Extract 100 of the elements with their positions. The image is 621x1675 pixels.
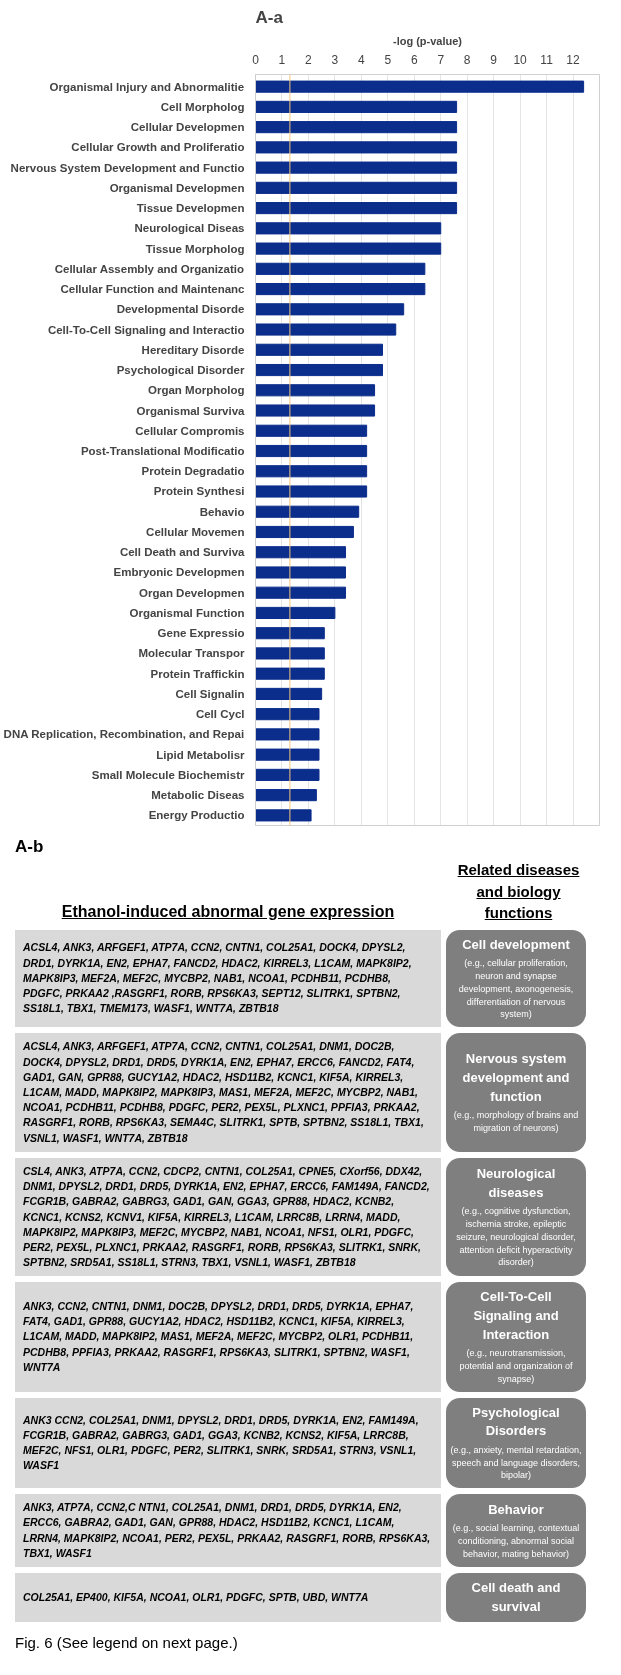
bar (255, 303, 405, 316)
y-tick-label: Lipid Metabolisr (156, 748, 246, 761)
bar (255, 343, 384, 356)
caption: Fig. 6 (See legend on next page.) (15, 1633, 239, 1654)
y-tick-label: Cellular Function and Maintenanc (60, 283, 246, 296)
bar (255, 121, 458, 134)
x-tick-label: 10 (513, 52, 528, 67)
bar (255, 606, 336, 620)
y-tick-label: Small Molecule Biochemistr (91, 768, 246, 781)
chart-title: A-a (255, 7, 284, 27)
text: CSL4, ANK3, ATP7A, CCN2, CDCP2, CNTN1, COL25A1, CPNE5, CXorf56, DDX42, DNM1, DPYSL2, DRD1, DRD5, DYRK1A, EN2, EPHA7, ERCC6, FAM149A, FANCD2, FCGR1B, GABRA2, GABRG3, GAD1, GAN, GGA3, GPR88, HDAC2, KCNB2, KCNC1, KCNS2, KCNV1, KIF5A, KIRREL3, L1CAM, LRRC8B, LRRN4, MADD, MAPK8IP2, MAPK8IP3, MEF2C, MYCBP2, NAB1, NCOA1, NFS1, OLR1, PDGFC, PER2, PEX5L, PLXNC1, PRKAA2, RASGRF1, RORB, RPS6KA3, SLITRK1, SNRK, SPTBN2, SRD5A1, SS18L1, STRN3, TBX1, VSNL1, WASF1, ZBTB18 (15, 1157, 441, 1277)
text: ANK3, CCN2, CNTN1, DNM1, DOC2B, DPYSL2, DRD1, DRD5, DYRK1A, EPHA7, FAT4, GAD1, GPR88, GUCY1A2, HDAC2, HSD11B2, KCNC1, KIF5A, KIRREL3, L1CAM, MADD, MAPK8IP2, MAS1, MEF2A, MEF2C, MYCBP2, OLR1, PCDHB11, PCDHB8, PPFIA3, PRKAA2, RASGRF1, RPS6KA3, SLITRK1, SPTBN2, WASF1, WNT7A (15, 1282, 441, 1392)
y-tick-label: Cell-To-Cell Signaling and Interactio (47, 323, 245, 336)
text: Related diseases and biology functions (456, 860, 581, 924)
bar (255, 100, 458, 113)
text: ANK3, ATP7A, CCN2,C NTN1, COL25A1, DNM1, DRD1, DRD5, DYRK1A, EN2, ERCC6, GABRA2, GAD1, GAN, GPR88, HDAC2, HSD11B2, KCNC1, L1CAM, LRRN4, MAPK8IP2, NCOA1, PER2, PEX5L, PRKAA2, RASGRF1, RORB, RPS6KA3, TBX1, WASF1 (15, 1494, 441, 1568)
y-tick-label: Nervous System Development and Functio (10, 161, 245, 174)
x-tick-label: 0 (252, 52, 260, 67)
bar (255, 485, 368, 498)
text: ANK3 CCN2, COL25A1, DNM1, DPYSL2, DRD1, DRD5, DYRK1A, EN2, FAM149A, FCGR1B, GABRA2, GABRG3, GAD1, GGA3, KCNB2, KCNS2, KIF5A, LRRC8B, MEF2C, NFS1, OLR1, PDGFC, PER2, SLITRK1, SNRK, SRD5A1, STRN3, VSNL1, WASF1 (15, 1397, 441, 1489)
bar (255, 80, 585, 93)
x-tick-label: 11 (540, 52, 554, 67)
y-tick-label: Protein Degradatio (141, 465, 245, 478)
text: Cell development (e.g., cellular proliferation, neuron and synapse development, axonogenesis, differentiation of nervous system) (457, 935, 575, 1022)
bar (255, 465, 368, 478)
bar (255, 667, 325, 680)
bar (255, 181, 458, 194)
text: ACSL4, ANK3, ARFGEF1, ATP7A, CCN2, CNTN1, COL25A1, DOCK4, DPYSL2, DRD1, DYRK1A, EN2, EPHA7, FANCD2, HDAC2, KIRREL3, L1CAM, MAPK8IP2, MAPK8IP3, MEF2A, MEF2C, MYCBP2, NAB1, NCOA1, PCDHB11, PCDHB8, PDGFC, PRKAA2 ,RASGRF1, RORB, RPS6KA3, SEPT12, SLITRK1, SPTBN2, SS18L1, TBX1, TMEM173, WASF1, WNT7A, ZBTB18 (15, 929, 441, 1028)
text: Ethanol-induced abnormal gene expression (60, 901, 396, 922)
bar (255, 404, 376, 417)
x-tick-label: 7 (437, 52, 445, 67)
bar (255, 363, 384, 377)
bar (255, 444, 368, 458)
text: COL25A1, EP400, KIF5A, NCOA1, OLR1, PDGFC, SPTB, UBD, WNT7A (15, 1573, 441, 1623)
y-tick-label: Embryonic Developmen (113, 566, 245, 579)
y-tick-label: Neurological Diseas (134, 222, 245, 235)
x-tick-label: 6 (410, 52, 418, 67)
x-tick-label: 5 (384, 52, 392, 67)
bar (255, 748, 320, 761)
bar (255, 647, 325, 660)
y-tick-label: Organismal Surviva (136, 404, 246, 417)
y-tick-label: Cellular Compromis (135, 424, 245, 437)
x-tick-label: 12 (566, 52, 581, 67)
bar (255, 222, 442, 235)
y-tick-label: Hereditary Disorde (141, 343, 245, 356)
y-tick-label: Organismal Developmen (109, 181, 245, 194)
y-tick-label: Cellular Growth and Proliferatio (71, 141, 245, 154)
bar (255, 424, 368, 437)
y-tick-label: Cell Death and Surviva (119, 546, 246, 559)
y-tick-label: Cell Signalin (175, 687, 245, 700)
y-tick-label: Organismal Function (129, 606, 245, 619)
text: ACSL4, ANK3, ARFGEF1, ATP7A, CCN2, CNTN1, COL25A1, DNM1, DOC2B, DOCK4, DPYSL2, DRD1, DRD5, DYRK1A, EN2, EPHA7, ERCC6, FANCD2, FAT4, GAD1, GAN, GPR88, GUCY1A2, HDAC2, HSD11B2, KCNC1, KIF5A, KIRREL3, L1CAM, MADD, MAPK8IP2, MAPK8IP3, MAS1, MEF2A, MEF2C, MYCBP2, NAB1, NCOA1, PCDHB11, PCDHB8, PDGFC, PER2, PEX5L, PLXNC1, PPFIA3, PRKAA2, RASGRF1, RORB, RPS6KA3, SEMA4C, SLITRK1, SPTB, SPTBN2, SS18L1, TBX1, VSNL1, WASF1, WNT7A, ZBTB18 (15, 1033, 441, 1152)
y-tick-label: Protein Synthesi (153, 485, 245, 498)
bar (255, 708, 320, 721)
bar (255, 627, 325, 640)
y-tick-label: DNA Replication, Recombination, and Repai (3, 728, 245, 741)
x-tick-label: 8 (463, 52, 471, 67)
text: Psychological Disorders (e.g., anxiety, mental retardation, speech and language disorders, bipolar) (450, 1403, 582, 1483)
bar (255, 384, 376, 397)
text: Cell death and survival (470, 1579, 562, 1616)
y-tick-label: Tissue Developmen (136, 202, 245, 215)
y-tick-label: Cellular Developmen (130, 121, 245, 134)
bar (255, 789, 317, 802)
text: Behavior (e.g., social learning, contextual conditioning, abnormal social behavior, mating behavior) (451, 1500, 581, 1561)
y-tick-label: Organ Morpholog (148, 384, 245, 397)
x-tick-label: 4 (358, 52, 366, 67)
y-tick-label: Molecular Transpor (138, 647, 246, 660)
y-tick-label: Cellular Movemen (146, 525, 245, 538)
y-tick-label: Post-Translational Modificatio (80, 445, 245, 458)
x-tick-label: 2 (305, 52, 313, 67)
bar (255, 566, 346, 579)
x-tick-label: 9 (490, 52, 498, 67)
x-tick-label: 3 (331, 52, 339, 67)
y-tick-label: Protein Traffickin (150, 667, 245, 680)
y-tick-label: Developmental Disorde (116, 303, 245, 316)
y-tick-label: Cell Cycl (195, 708, 245, 721)
x-tick-label: 1 (278, 52, 286, 67)
y-tick-label: Organismal Injury and Abnormalitie (49, 80, 245, 93)
text: A-b (15, 836, 45, 858)
bar (255, 202, 458, 215)
y-tick-label: Gene Expressio (157, 627, 245, 640)
bar (255, 525, 354, 539)
bar (255, 283, 426, 296)
y-tick-label: Cellular Assembly and Organizatio (54, 262, 245, 275)
y-tick-label: Organ Developmen (139, 586, 245, 599)
y-tick-label: Cell Morpholog (160, 100, 245, 113)
text: Cell-To-Cell Signaling and Interaction (e.g., neurotransmission, potential and organization of synapse) (458, 1288, 574, 1386)
y-tick-label: Energy Productio (148, 809, 245, 822)
y-tick-label: Tissue Morpholog (145, 242, 245, 255)
text: Nervous system development and function (e.g., morphology of brains and migration of neurons) (452, 1050, 580, 1135)
text: Neurological diseases (e.g., cognitive dysfunction, ischemia stroke, epileptic seizure, neurological disorder, attention deficit hyperactivity disorder) (455, 1164, 577, 1270)
y-tick-label: Metabolic Diseas (151, 789, 245, 802)
bar (255, 141, 458, 154)
bar (255, 728, 320, 741)
bar (255, 262, 426, 275)
bar (255, 242, 442, 255)
y-tick-label: Psychological Disorder (116, 364, 246, 377)
y-tick-label: Behavio (199, 505, 245, 518)
bar (255, 161, 458, 174)
bar (255, 768, 320, 781)
